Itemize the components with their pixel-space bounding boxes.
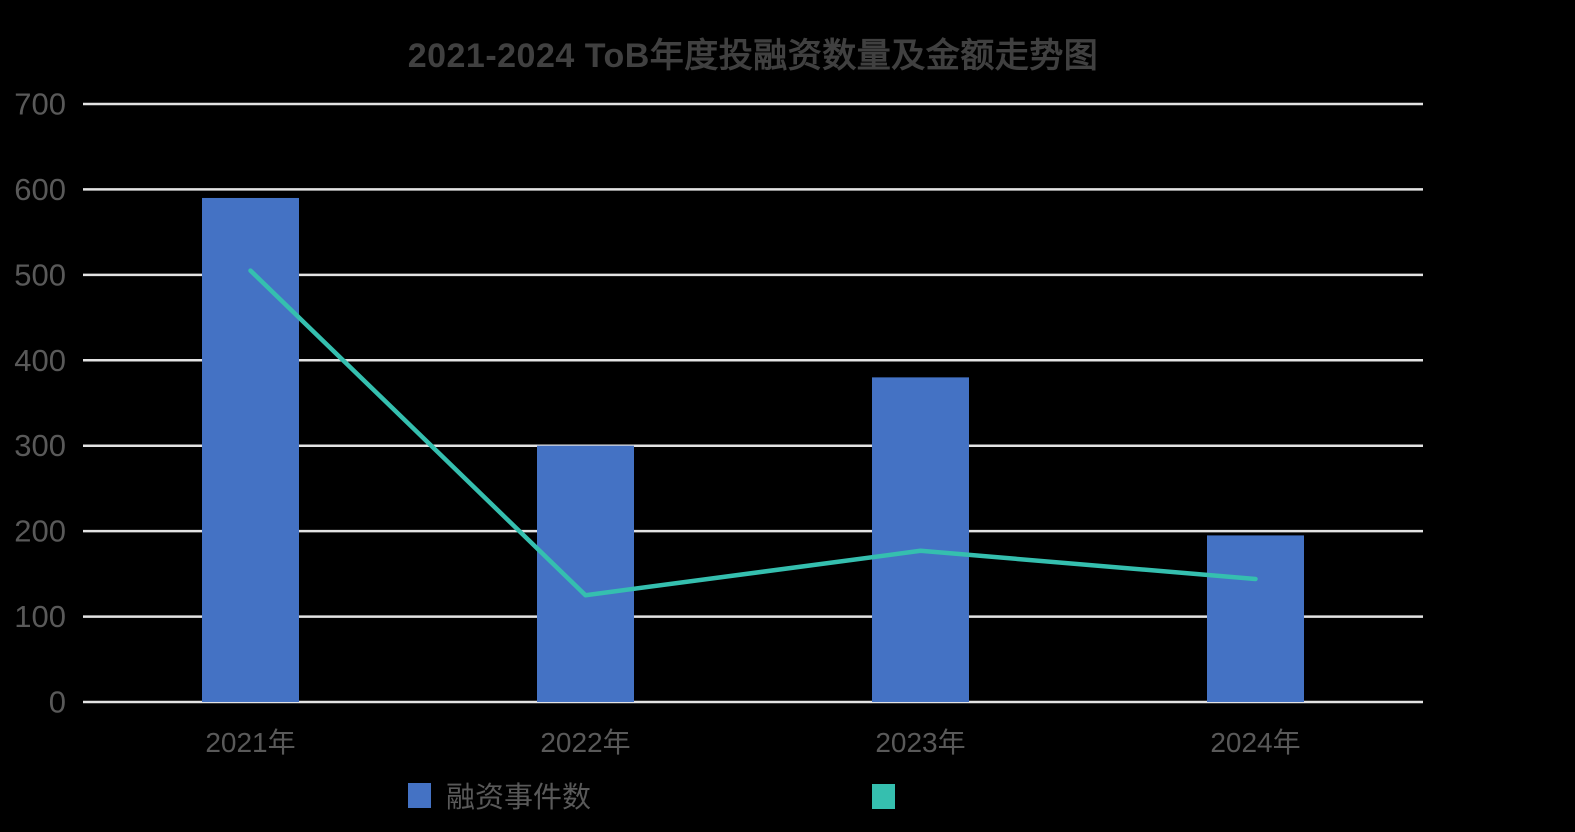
legend-swatch-bar xyxy=(408,782,431,808)
legend-item-line-series xyxy=(872,783,910,809)
line-series xyxy=(248,268,1258,598)
y-axis-tick-label-500: 500 xyxy=(14,257,66,292)
x-axis-label-2024年: 2024年 xyxy=(1210,727,1300,758)
bar-2021年 xyxy=(202,197,299,702)
y-axis-tick-label-400: 400 xyxy=(14,343,66,378)
legend-swatch-line xyxy=(872,783,895,809)
x-axis-label-2022年: 2022年 xyxy=(540,727,630,758)
y-axis-tick-label-0: 0 xyxy=(49,685,66,720)
legend-item-bar-series: 融资事件数 xyxy=(408,782,591,814)
y-axis-tick-label-700: 700 xyxy=(14,87,66,122)
y-axis-tick-label-300: 300 xyxy=(14,428,66,463)
x-axis-label-2021年: 2021年 xyxy=(205,727,295,758)
y-axis-tick-label-200: 200 xyxy=(14,514,66,549)
bar-2022年 xyxy=(537,445,634,702)
x-axis-label-2023年: 2023年 xyxy=(875,727,965,758)
y-axis-tick-label-100: 100 xyxy=(14,599,66,634)
bar-2023年 xyxy=(872,377,969,702)
legend-label-bar-series: 融资事件数 xyxy=(446,782,592,814)
bar-2024年 xyxy=(1207,535,1304,702)
chart-title: 2021-2024 ToB年度投融资数量及金额走势图 xyxy=(407,37,1099,75)
y-axis-tick-label-600: 600 xyxy=(14,172,66,207)
